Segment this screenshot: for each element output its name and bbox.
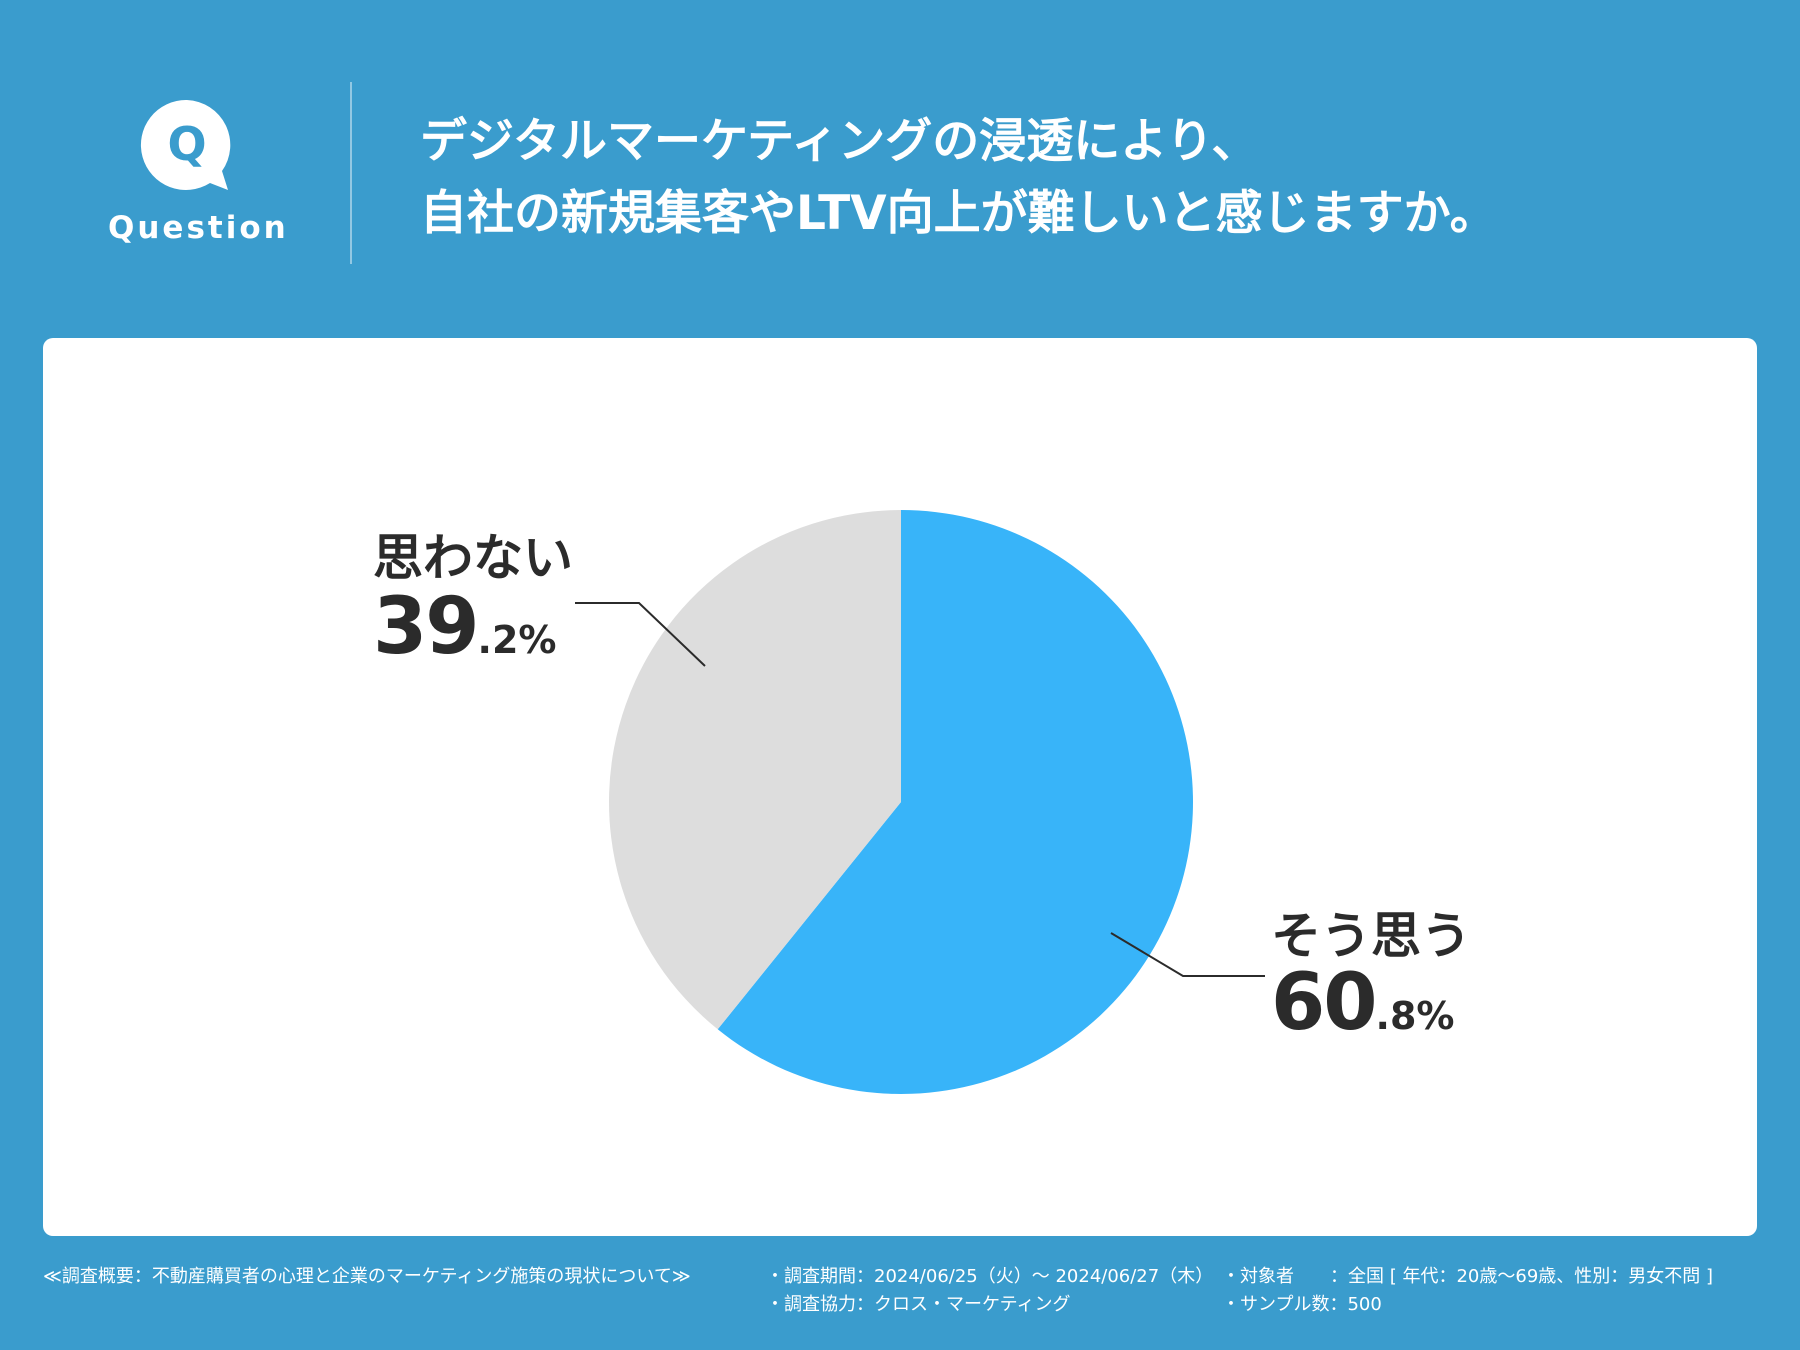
footer-target: ・対象者 ：全国 [ 年代：20歳〜69歳、性別：男女不問 ] ・サンプル数：5… [1222, 1263, 1713, 1319]
leader-line-no [575, 602, 706, 667]
header-divider [350, 82, 352, 264]
survey-summary: ≪調査概要：不動産購買者の心理と企業のマーケティング施策の現状について≫ [43, 1266, 691, 1287]
footer-summary: ≪調査概要：不動産購買者の心理と企業のマーケティング施策の現状について≫ [43, 1263, 691, 1291]
badge-letter: Q [167, 117, 206, 171]
title-line-1: デジタルマーケティングの浸透により、 [420, 114, 1259, 169]
chart-card: 思わない 39.2% そう思う 60.8% [43, 338, 1757, 1236]
slice-label-yes: そう思う [1271, 907, 1471, 965]
slice-value-yes-dec: .8% [1375, 994, 1455, 1038]
survey-sample: ・サンプル数：500 [1222, 1294, 1382, 1315]
leader-line-yes [1110, 932, 1265, 977]
slice-label-no: 思わない [373, 529, 573, 587]
speech-bubble-icon: Q [140, 99, 231, 190]
question-title: デジタルマーケティングの浸透により、 自社の新規集客やLTV向上が難しいと感じま… [420, 106, 1760, 250]
slice-value-yes: 60.8% [1271, 958, 1455, 1048]
survey-cooperation: ・調査協力：クロス・マーケティング [766, 1294, 1071, 1315]
slice-value-no-dec: .2% [477, 618, 557, 662]
survey-target: ・対象者 ：全国 [ 年代：20歳〜69歳、性別：男女不問 ] [1222, 1266, 1714, 1287]
survey-period: ・調査期間：2024/06/25（火）〜 2024/06/27（木） [766, 1266, 1214, 1287]
pie-slice-no [608, 510, 901, 1030]
footer-period: ・調査期間：2024/06/25（火）〜 2024/06/27（木） ・調査協力… [766, 1263, 1213, 1319]
badge-label: Question [108, 210, 289, 246]
pie-chart [575, 510, 1265, 1094]
slice-value-yes-int: 60 [1271, 958, 1378, 1048]
slice-value-no: 39.2% [373, 582, 557, 672]
slice-value-no-int: 39 [373, 582, 480, 672]
title-line-2: 自社の新規集客やLTV向上が難しいと感じますか。 [420, 186, 1497, 241]
pie-slice-yes [717, 510, 1193, 1094]
question-badge: Q Question [108, 98, 289, 248]
